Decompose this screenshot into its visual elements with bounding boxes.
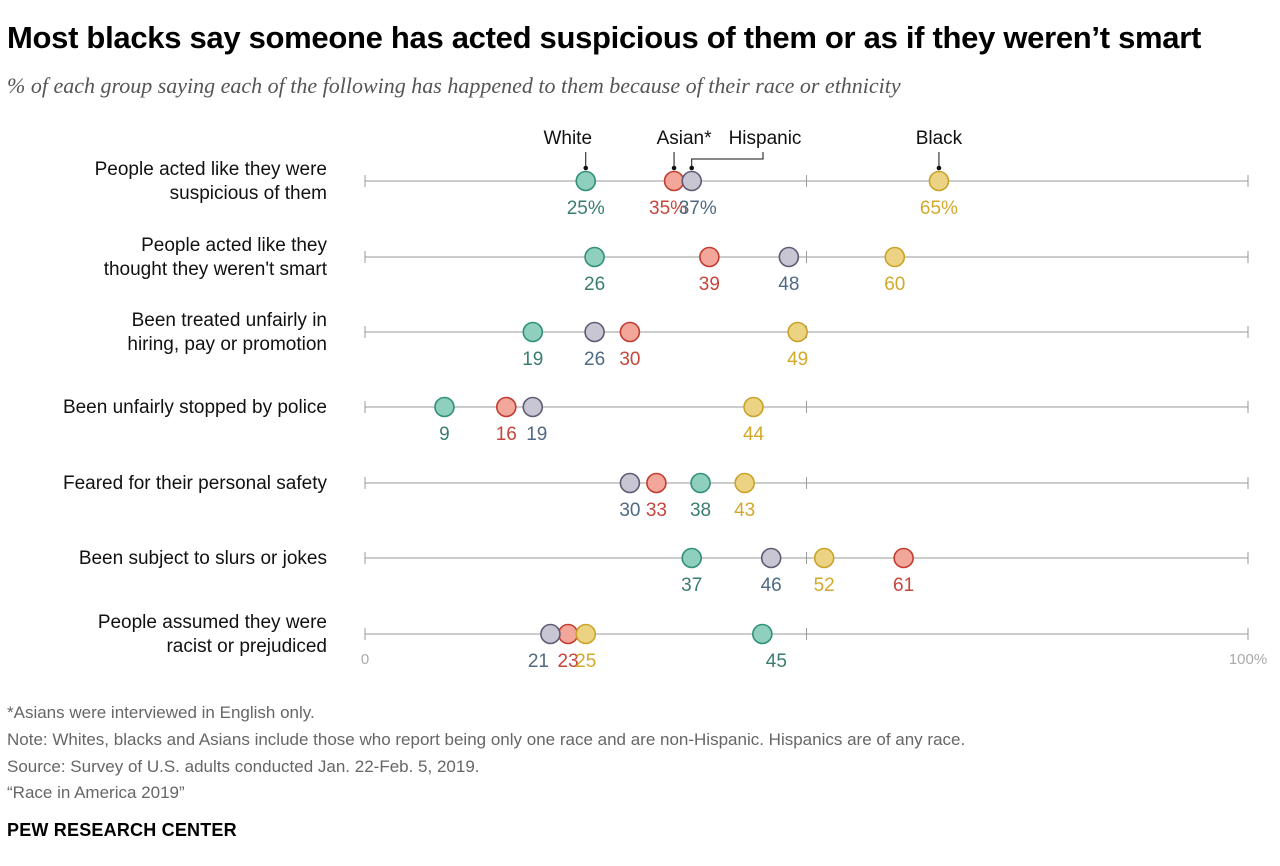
dot-hispanic	[619, 472, 641, 494]
dot-white	[584, 246, 605, 268]
dot-hispanic	[681, 170, 703, 192]
footnote-source: Source: Survey of U.S. adults conducted …	[7, 757, 480, 776]
chart-title: Most blacks say someone has acted suspic…	[7, 20, 1202, 55]
value-label-black: 25	[575, 651, 596, 672]
value-label-hispanic: 21	[528, 651, 549, 672]
dot-asian	[619, 321, 641, 343]
dot-asian	[646, 472, 667, 494]
category-label: racist or prejudiced	[166, 636, 327, 657]
value-label-asian: 23	[558, 651, 579, 672]
x-tick-label: 100%	[1229, 651, 1267, 668]
value-label-black: 65%	[920, 198, 958, 219]
value-label-hispanic: 19	[526, 424, 547, 445]
category-label: People acted like they were	[95, 159, 327, 180]
footnote-note: Note: Whites, blacks and Asians include …	[7, 730, 966, 749]
dot-white	[752, 623, 773, 645]
category-label: Been subject to slurs or jokes	[79, 548, 327, 569]
category-label: Feared for their personal safety	[63, 473, 328, 494]
legend-label-hispanic: Hispanic	[729, 128, 802, 149]
dot-black	[928, 170, 950, 192]
dot-hispanic	[584, 321, 605, 343]
dot-black	[743, 396, 764, 418]
dot-plot-chart: People acted like they were suspicious of…	[63, 128, 1267, 672]
value-label-white: 19	[522, 349, 543, 370]
value-label-hispanic: 48	[778, 274, 799, 295]
value-label-asian: 35%	[649, 198, 687, 219]
category-label: hiring, pay or promotion	[127, 334, 327, 355]
legend-label-white: White	[543, 128, 592, 149]
legend-label-black: Black	[916, 128, 963, 149]
value-label-black: 43	[734, 500, 755, 521]
dot-hispanic	[540, 623, 561, 645]
dot-hispanic	[760, 547, 782, 569]
value-label-asian: 16	[496, 424, 517, 445]
value-label-hispanic: 46	[761, 575, 782, 596]
dot-asian	[893, 547, 914, 569]
value-label-hispanic: 37%	[679, 198, 717, 219]
legend-leader-dot	[671, 165, 677, 171]
legend-leader-dot	[936, 165, 942, 171]
dot-black	[884, 246, 906, 268]
legend-label-asian: Asian*	[657, 128, 713, 149]
dot-black	[734, 472, 755, 494]
dot-hispanic	[778, 246, 800, 268]
chart-subtitle: % of each group saying each of the follo…	[7, 73, 901, 98]
category-label: People assumed they were	[98, 612, 327, 633]
dot-black	[813, 547, 835, 569]
value-label-white: 37	[681, 575, 702, 596]
dot-white	[522, 321, 544, 343]
value-label-white: 45	[766, 651, 787, 672]
category-label: suspicious of them	[170, 183, 327, 204]
value-label-black: 60	[884, 274, 905, 295]
dot-asian	[557, 623, 579, 645]
dot-black	[575, 623, 597, 645]
x-tick-label: 0	[361, 651, 369, 668]
value-label-black: 49	[787, 349, 808, 370]
dot-white	[681, 547, 703, 569]
dot-white	[575, 170, 597, 192]
brand-name: PEW RESEARCH CENTER	[7, 820, 237, 840]
dot-asian	[663, 170, 685, 192]
category-label: Been unfairly stopped by police	[63, 397, 327, 418]
legend-leader-line	[691, 152, 764, 168]
category-label: Been treated unfairly in	[132, 310, 327, 331]
category-label: People acted like they	[141, 235, 327, 256]
dot-asian	[495, 396, 517, 418]
value-label-asian: 61	[893, 575, 914, 596]
legend-leader-dot	[689, 165, 695, 171]
dot-black	[787, 321, 808, 343]
value-label-white: 9	[439, 424, 450, 445]
value-label-asian: 33	[646, 500, 667, 521]
category-label: thought they weren't smart	[104, 259, 328, 280]
value-label-black: 52	[814, 575, 835, 596]
value-label-white: 25%	[567, 198, 605, 219]
value-label-asian: 30	[619, 349, 640, 370]
value-label-hispanic: 26	[584, 349, 605, 370]
value-label-asian: 39	[699, 274, 720, 295]
legend-leader-dot	[583, 165, 589, 171]
value-label-white: 26	[584, 274, 605, 295]
footnote-asian: *Asians were interviewed in English only…	[7, 703, 315, 722]
dot-asian	[699, 246, 720, 268]
value-label-white: 38	[690, 500, 711, 521]
dot-white	[434, 396, 455, 418]
value-label-hispanic: 30	[619, 500, 640, 521]
value-label-black: 44	[743, 424, 765, 445]
dot-white	[690, 472, 711, 494]
footnote-report: “Race in America 2019”	[7, 783, 185, 802]
dot-hispanic	[522, 396, 544, 418]
